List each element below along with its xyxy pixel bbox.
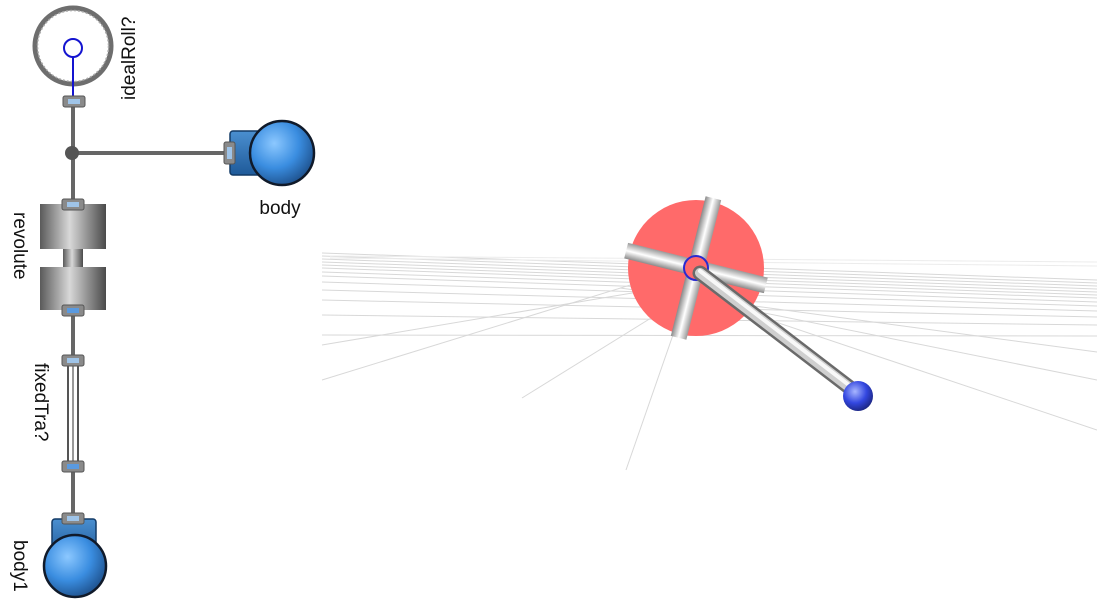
body1-component[interactable]: body1 [9,512,108,599]
frame-port[interactable] [62,95,86,108]
rod-icon [692,265,866,402]
frame-port[interactable] [61,304,85,317]
component-label: body1 [9,540,30,592]
component-label: idealRoll? [119,17,140,100]
fixed-translation-icon [67,361,79,467]
frame-port[interactable] [61,460,85,473]
frame-port[interactable] [223,141,236,165]
revolute-component[interactable]: revolute [9,198,106,317]
fixed-translation-component[interactable]: fixedTra? [30,354,85,473]
connection-junction [65,146,79,160]
ideal-rolling-component[interactable]: idealRoll? [32,5,140,108]
component-label: body [259,198,301,219]
frame-port[interactable] [61,198,85,211]
animation-view [321,196,1097,471]
revolute-joint-icon [40,204,106,310]
body-component[interactable]: body [223,119,316,219]
component-label: revolute [9,212,30,280]
frame-port[interactable] [61,354,85,367]
rolling-wheel-icon [32,5,114,97]
body-sphere-icon [42,518,108,599]
diagram-pane: idealRoll? body [9,5,316,599]
frame-port[interactable] [61,512,85,525]
blue-ball-icon [843,381,873,411]
component-label: fixedTra? [30,363,51,442]
body-sphere-icon [229,119,316,187]
